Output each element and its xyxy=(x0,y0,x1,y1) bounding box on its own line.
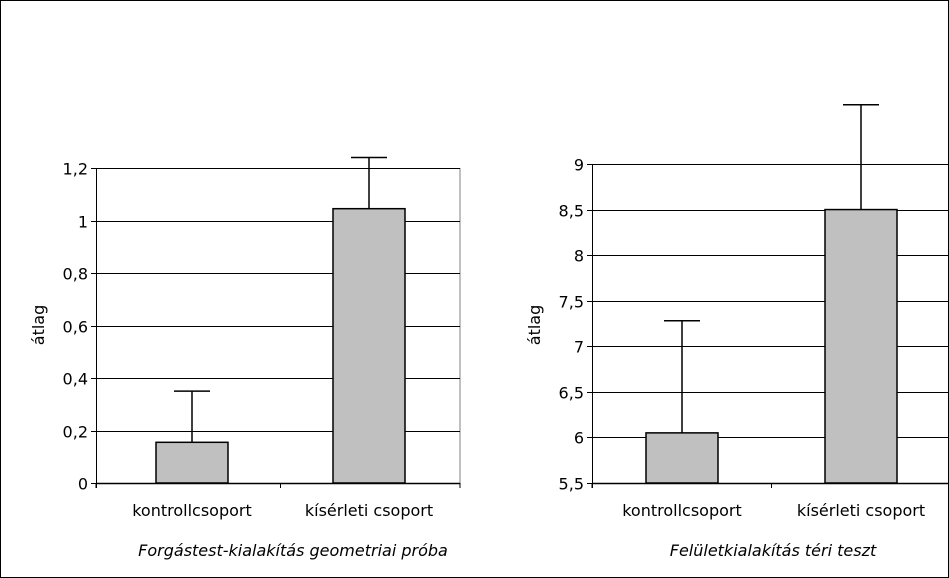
chart-right-y-tick-label: 8 xyxy=(574,247,584,266)
chart-left-y-ticks: 0 0,2 0,4 0,6 0,8 1 1,2 xyxy=(63,160,97,494)
chart-left-x-ticks: kontrollcsoport kísérleti csoport xyxy=(95,482,461,520)
chart-right-y-tick-label: 5,5 xyxy=(559,475,584,494)
chart-left-x-tick-label: kísérleti csoport xyxy=(305,501,433,520)
chart-right-title: Felületkialakítás téri teszt xyxy=(670,541,877,560)
chart-left-y-tick-label: 0,4 xyxy=(63,370,88,389)
chart-left-y-tick-label: 0 xyxy=(78,475,88,494)
chart-right-y-tick-label: 9 xyxy=(574,156,584,175)
chart-left-y-tick-label: 1,2 xyxy=(63,160,88,179)
chart-right-y-ticks: 5,5 6 6,5 7 7,5 8 8,5 9 xyxy=(559,156,593,494)
chart-right-y-tick-label: 7,5 xyxy=(559,293,584,312)
chart-left-bar xyxy=(332,207,406,484)
chart-right-x-tick-label: kontrollcsoport xyxy=(622,501,742,520)
chart-left-ylabel: átlag xyxy=(29,305,48,345)
chart-right-bar xyxy=(824,208,898,484)
chart-left-y-tick-label: 1 xyxy=(78,213,88,232)
chart-right-x-ticks: kontrollcsoport kísérleti csoport xyxy=(591,482,949,520)
chart-left-y-tick-label: 0,2 xyxy=(63,423,88,442)
chart-right-bars xyxy=(645,104,898,484)
chart-left-bars xyxy=(155,156,406,484)
chart-right-ylabel: átlag xyxy=(525,305,544,345)
chart-left: átlag 00,20,40,60,811,2 kontrollcsoport k… xyxy=(29,156,461,560)
chart-left-x-tick-label: kontrollcsoport xyxy=(132,501,252,520)
chart-left-title: Forgástest-kialakítás geometriai próba xyxy=(138,541,448,560)
chart-right: átlag 5,5 6 6,5 7 7,5 8 8,5 9 kontrollcsoport kí… xyxy=(525,104,949,560)
chart-right-y-tick-label: 8,5 xyxy=(559,202,584,221)
chart-left-y-tick-label: 0,6 xyxy=(63,318,88,337)
chart-left-bar xyxy=(155,441,229,484)
chart-right-y-tick-label: 7 xyxy=(574,338,584,357)
chart-right-bar xyxy=(645,432,719,484)
chart-right-y-tick-label: 6 xyxy=(574,429,584,448)
chart-right-x-tick-label: kísérleti csoport xyxy=(797,501,925,520)
chart-right-y-tick-label: 6,5 xyxy=(559,384,584,403)
chart-left-y-tick-label: 0,8 xyxy=(63,265,88,284)
